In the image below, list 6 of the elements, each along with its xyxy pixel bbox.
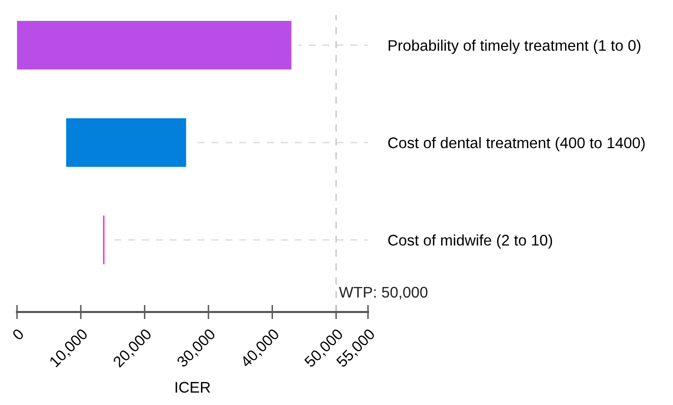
y-tick-label: Probability of timely treatment (1 to 0) xyxy=(388,40,640,54)
x-axis-title: ICER xyxy=(176,382,210,393)
x-tick-label: 0 xyxy=(12,328,25,341)
y-tick-label: Cost of dental treatment (400 to 1400) xyxy=(388,137,645,152)
y-tick-label: Cost of midwife (2 to 10) xyxy=(388,234,552,249)
ref-line-label: WTP: 50,000 xyxy=(338,286,428,300)
